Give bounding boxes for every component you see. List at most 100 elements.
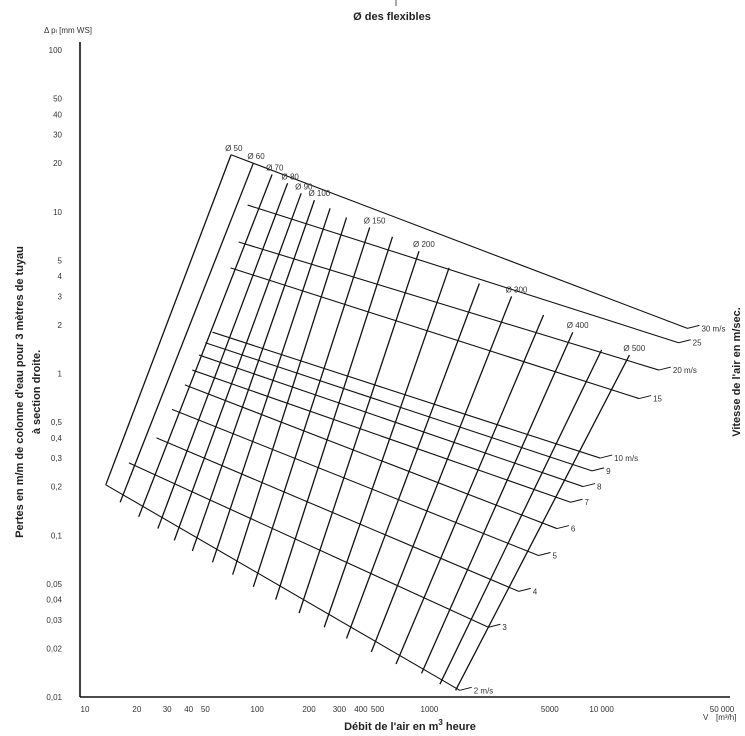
diameter-line [105, 154, 232, 486]
diameter-label: Ø 400 [567, 321, 589, 330]
y-tick-label: 0,01 [46, 693, 62, 702]
chart-title: Ø des flexibles [353, 11, 431, 23]
diameter-label: Ø 80 [282, 172, 300, 181]
x-unit-symbol: V [703, 713, 709, 722]
x-tick-labels: 10 20 30 40 50 100 200 300 400 500 1000 5000 10 000 5… [81, 705, 735, 714]
y-tick-labels: 100 50 40 30 20 10 5 4 3 2 1 0,5 0,4 0,3 0,2 0,1 0,05 0,0… [46, 46, 62, 702]
x-axis-label-main: Débit de l'air en m [344, 721, 439, 733]
velocity-tick [678, 339, 691, 344]
diameter-line [298, 251, 420, 614]
diameter-label: Ø 60 [247, 152, 265, 161]
diameter-label: Ø 50 [225, 144, 243, 153]
diameter-line [370, 296, 513, 653]
x-tick-label: 300 [333, 705, 347, 714]
velocity-tick [459, 686, 472, 691]
y-tick-label: 20 [53, 159, 62, 168]
y-tick-label: 4 [58, 272, 63, 281]
y-tick-label: 0,04 [46, 596, 62, 605]
velocity-line [238, 241, 660, 371]
diameter-label: Ø 500 [623, 344, 645, 353]
y-tick-label: 0,3 [51, 454, 63, 463]
y-unit-label: Δ pₗ [mm WS] [44, 26, 92, 35]
y-tick-label: 0,2 [51, 483, 63, 492]
diameter-line [157, 183, 289, 529]
velocity-tick [518, 587, 531, 592]
x-tick-label: 100 [251, 705, 265, 714]
velocity-label: 8 [597, 483, 602, 492]
velocity-line [230, 267, 640, 400]
diameter-line [191, 199, 316, 552]
diameter-line [252, 227, 371, 588]
velocity-tick [687, 324, 700, 329]
velocity-label: 7 [585, 498, 590, 507]
velocity-tick [591, 467, 605, 472]
velocity-tick [658, 366, 672, 371]
diameter-label: Ø 150 [364, 216, 386, 225]
diameter-line [275, 236, 394, 600]
diameter-line [345, 283, 480, 639]
y-tick-label: 3 [58, 292, 63, 301]
x-tick-label: 500 [371, 705, 385, 714]
velocity-label: 9 [606, 467, 611, 476]
y-tick-label: 0,4 [51, 434, 63, 443]
velocity-label: 5 [553, 551, 558, 560]
y-tick-label: 30 [53, 131, 62, 140]
x-tick-label: 40 [184, 705, 193, 714]
y-tick-label: 0,03 [46, 616, 62, 625]
y-tick-label: 0,5 [51, 418, 63, 427]
velocity-tick [638, 395, 652, 400]
x-tick-label: 10 [81, 705, 90, 714]
y-tick-label: 40 [53, 110, 62, 119]
diameter-line [138, 174, 273, 518]
velocity-line [105, 484, 461, 691]
y-tick-label: 1 [58, 370, 63, 379]
y-axis-label-line1: Pertes en m/m de colonne d'eau pour 3 mè… [14, 246, 26, 538]
x-tick-label: 10 000 [589, 705, 614, 714]
velocity-label: 20 m/s [673, 366, 697, 375]
x-axis-label: Débit de l'air en m3 heure [344, 718, 476, 733]
velocity-line [198, 354, 584, 488]
velocity-tick [599, 454, 613, 459]
velocity-label: 10 m/s [614, 454, 638, 463]
diameter-line [173, 193, 302, 541]
x-unit-label: [m³/h] [716, 713, 736, 722]
y-tick-label: 50 [53, 95, 62, 104]
x-tick-label: 5000 [541, 705, 559, 714]
y-tick-label: 10 [53, 208, 62, 217]
velocity-tick [556, 525, 570, 530]
x-tick-label: 200 [302, 705, 316, 714]
diameter-label: Ø 200 [413, 240, 435, 249]
diameter-label: Ø 100 [308, 189, 330, 198]
velocity-label: 25 [693, 339, 702, 348]
x-tick-label: 30 [163, 705, 172, 714]
velocity-line [128, 462, 489, 628]
y-tick-label: 2 [58, 321, 63, 330]
velocity-tick [488, 623, 501, 628]
velocity-label: 15 [653, 395, 662, 404]
y-axis-label-line2: à section droite. [31, 350, 43, 434]
velocity-label: 4 [533, 587, 538, 596]
diameter-label: Ø 90 [295, 182, 313, 191]
velocity-tick [538, 551, 551, 556]
diameter-lines: Ø 50 Ø 60Ø 70Ø 80Ø 90Ø 100 Ø 150 Ø 200 Ø 300… [105, 144, 646, 691]
y-tick-label: 0,02 [46, 644, 62, 653]
diameter-line [439, 349, 603, 685]
velocity-line [212, 331, 601, 459]
velocity-line [230, 154, 688, 329]
velocity-label: 6 [571, 525, 576, 534]
velocity-label: 2 m/s [474, 686, 494, 695]
x-tick-label: 50 [201, 705, 210, 714]
diameter-line [232, 217, 348, 575]
velocity-label: 30 m/s [701, 324, 725, 333]
diameter-line [455, 354, 630, 691]
velocity-tick [582, 483, 596, 488]
velocity-axis-label: Vitesse de l'air en m/sec. [731, 307, 743, 437]
x-tick-label: 20 [132, 705, 141, 714]
diameter-line [119, 162, 254, 503]
velocity-line [247, 204, 679, 344]
x-axis-label-tail: heure [443, 721, 476, 733]
velocity-tick [570, 498, 583, 503]
velocity-label: 3 [502, 623, 507, 632]
